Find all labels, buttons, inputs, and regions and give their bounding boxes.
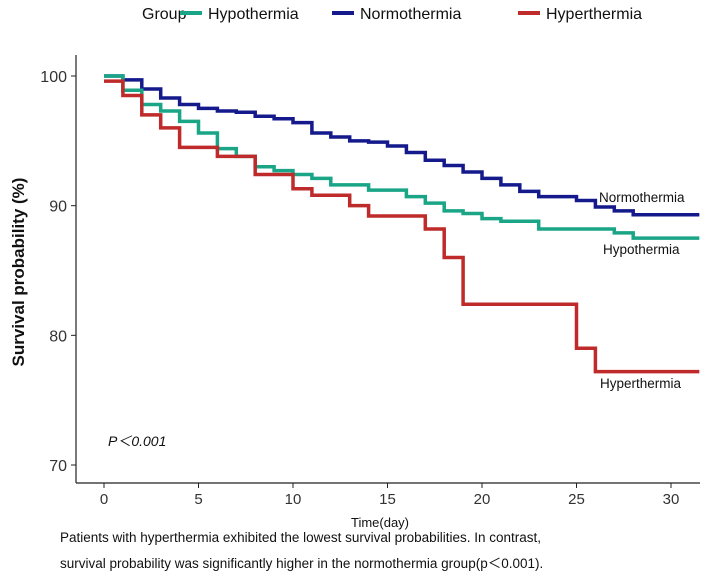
x-tick-label: 30 xyxy=(663,491,680,508)
x-tick-label: 15 xyxy=(379,491,396,508)
end-label-hypothermia: Hypothermia xyxy=(603,242,680,257)
survival-curve-normothermia xyxy=(104,74,700,217)
y-axis-label: Survival probability (%) xyxy=(9,178,28,367)
y-tick-label: 70 xyxy=(49,458,67,475)
y-tick-label: 80 xyxy=(49,328,67,345)
x-tick-label: 5 xyxy=(194,491,202,508)
legend: Group Hypothermia Normothermia Hyperthermi… xyxy=(142,6,642,23)
p-value-annotation: P＜0.001 xyxy=(108,433,166,449)
x-axis-label: Time(day) xyxy=(351,515,409,530)
x-tick-label: 0 xyxy=(100,491,108,508)
survival-curve-hypothermia xyxy=(104,74,700,240)
legend-label-hyperthermia: Hyperthermia xyxy=(546,6,642,23)
caption-line-1: Patients with hyperthermia exhibited the… xyxy=(60,530,541,545)
y-tick-label: 100 xyxy=(40,69,67,86)
legend-label-normothermia: Normothermia xyxy=(360,6,461,23)
x-tick-label: 20 xyxy=(474,491,491,508)
survival-curve-hyperthermia xyxy=(104,79,700,374)
legend-title: Group xyxy=(142,6,187,23)
y-tick-label: 90 xyxy=(49,199,67,216)
x-tick-label: 10 xyxy=(285,491,302,508)
legend-label-hypothermia: Hypothermia xyxy=(208,6,299,23)
end-label-normothermia: Normothermia xyxy=(599,190,685,205)
end-label-hyperthermia: Hyperthermia xyxy=(600,376,682,391)
caption-line-2: survival probability was significantly h… xyxy=(60,556,544,571)
survival-chart: Group Hypothermia Normothermia Hyperthermi… xyxy=(9,6,700,530)
x-tick-label: 25 xyxy=(568,491,585,508)
